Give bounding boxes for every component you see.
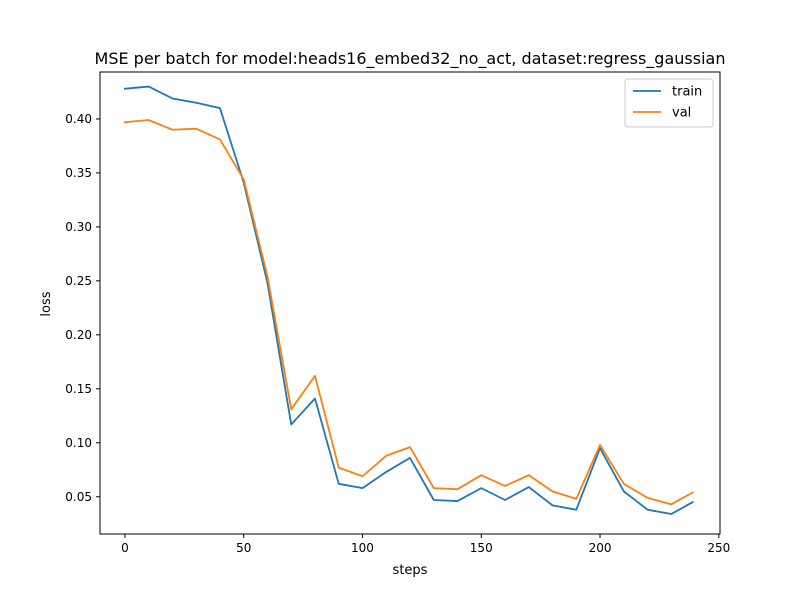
y-tick-label: 0.25: [65, 274, 92, 288]
y-tick-label: 0.20: [65, 328, 92, 342]
legend-label-val: val: [672, 106, 691, 121]
series-line-val: [123, 119, 694, 506]
y-axis-label: loss: [39, 291, 54, 316]
axis-ticks: 0 50 100 150 200 250 0.05 0.10 0.15 0.20 0.25 0.30 0…: [65, 112, 730, 555]
x-tick-label: 150: [470, 541, 493, 555]
y-tick-label: 0.40: [65, 112, 92, 126]
plot-frame: [99, 71, 721, 535]
x-axis-label: steps: [393, 563, 428, 578]
x-tick-label: 250: [707, 541, 730, 555]
x-tick-label: 0: [121, 541, 129, 555]
y-tick-label: 0.10: [65, 436, 92, 450]
legend-label-train: train: [672, 85, 702, 100]
x-tick-label: 50: [236, 541, 251, 555]
legend: train val: [624, 78, 714, 128]
y-tick-label: 0.30: [65, 220, 92, 234]
y-tick-label: 0.35: [65, 166, 92, 180]
y-tick-label: 0.05: [65, 490, 92, 504]
series-lines: [123, 85, 694, 515]
y-tick-label: 0.15: [65, 382, 92, 396]
series-line-train: [123, 85, 694, 515]
chart-title: MSE per batch for model:heads16_embed32_…: [95, 49, 726, 69]
x-tick-label: 200: [589, 541, 612, 555]
x-tick-label: 100: [351, 541, 374, 555]
